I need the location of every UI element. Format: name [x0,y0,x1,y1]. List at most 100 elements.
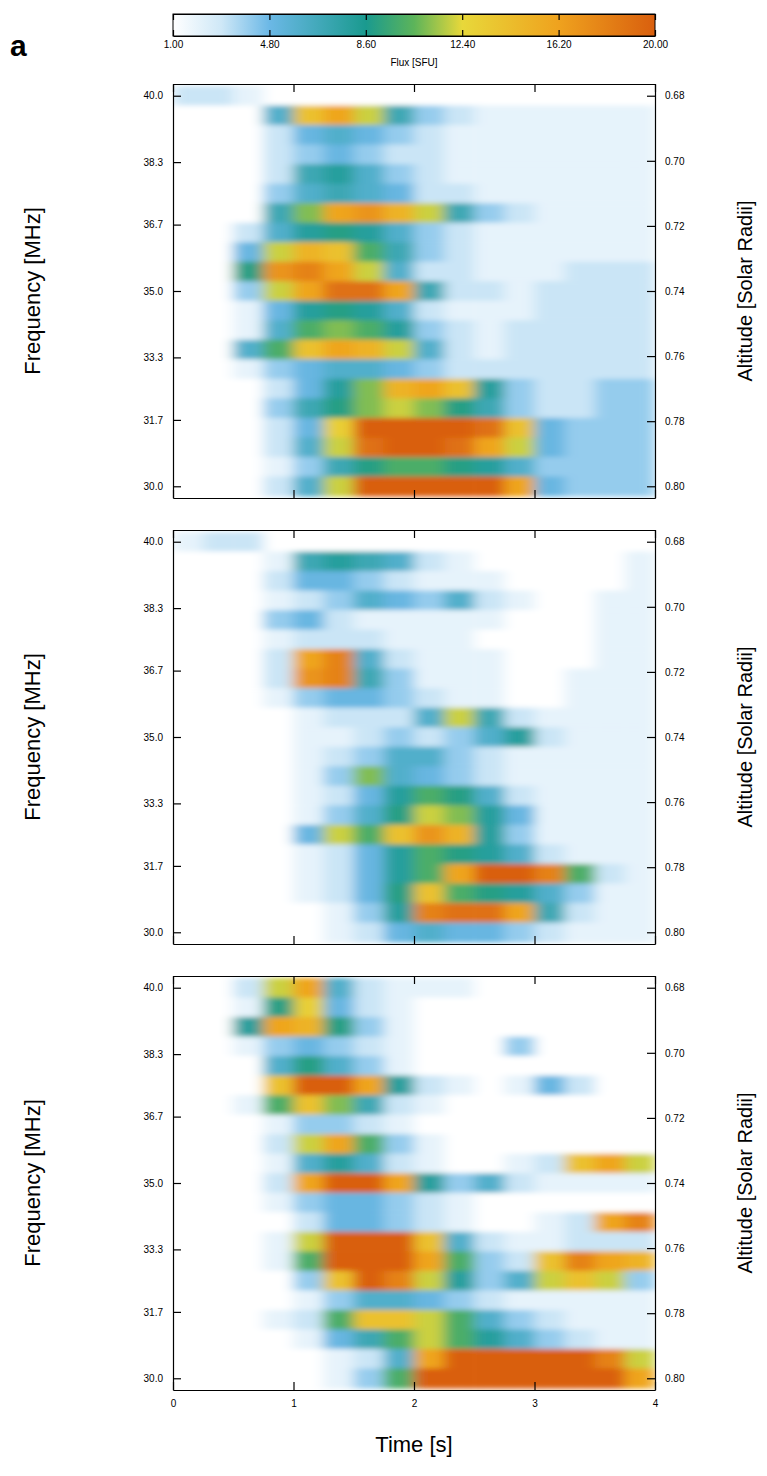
cell [535,262,566,282]
cell [384,1056,415,1076]
cell [263,786,294,806]
cell [324,864,355,884]
cell [324,340,355,360]
cell [595,418,626,438]
cell [324,978,355,998]
cell [203,844,234,864]
cell [414,532,445,552]
cell [444,864,475,884]
y2-tick: 0.78 [647,416,685,427]
cell [595,477,626,497]
cell [324,1173,355,1193]
cell [414,1349,445,1369]
cell [354,105,385,125]
y2-axis-title: Altitude [Solar Radii] [734,200,756,381]
cell [474,649,505,669]
colorbar-tick: 1.00 [164,30,184,50]
colorbar-tick-label: 20.00 [643,39,668,50]
cell [595,864,626,884]
x-tick-mark [655,1382,656,1390]
cells [173,86,655,497]
y2-tick-mark [647,542,655,543]
x-tick-label: 2 [412,1398,418,1409]
cell [294,262,325,282]
cell [444,747,475,767]
cell [354,1329,385,1349]
cell [414,1193,445,1213]
cell [233,1193,264,1213]
cell [263,1154,294,1174]
colorbar-top-tick-mark [655,14,656,20]
cell [474,630,505,650]
cell [324,262,355,282]
cell [384,825,415,845]
x-top-tick-mark [655,976,656,984]
cell [535,145,566,165]
cell [474,340,505,360]
cell [625,786,655,806]
cell [565,571,596,591]
cell [444,1212,475,1232]
cell [354,340,385,360]
cell [504,844,535,864]
cell [233,805,264,825]
cell [354,145,385,165]
cell [474,978,505,998]
cell [535,1134,566,1154]
x-tick-label: 0 [171,1398,177,1409]
cell [233,688,264,708]
cell [535,591,566,611]
cell [535,1329,566,1349]
cell [595,1251,626,1271]
cell [173,708,204,728]
cell [354,125,385,145]
y2-tick: 0.80 [647,481,685,492]
cell [173,242,204,262]
cell [203,418,234,438]
cell [294,727,325,747]
x-tick [294,936,295,944]
cell [595,1134,626,1154]
cell [203,883,234,903]
cell [233,571,264,591]
cell [504,978,535,998]
x-top-tick-mark [534,976,535,984]
cell [504,262,535,282]
y-tick-label: 30.0 [144,481,164,492]
cell [414,86,445,106]
cell [263,903,294,923]
cell [535,1056,566,1076]
cell [474,786,505,806]
cell [444,145,475,165]
cell [263,262,294,282]
cell [263,242,294,262]
cell [625,883,655,903]
cell [595,301,626,321]
cell [474,1310,505,1330]
cell [233,184,264,204]
cell [444,978,475,998]
cell [474,223,505,243]
cell [324,242,355,262]
x-top-tick [294,976,295,984]
cell [354,262,385,282]
cell [474,1329,505,1349]
cell [324,1349,355,1369]
y2-tick-mark [647,226,655,227]
cell [414,1290,445,1310]
cell [233,125,264,145]
cell [565,532,596,552]
y2-axis: 0.680.700.720.740.760.780.80 [647,531,685,945]
y2-tick: 0.72 [647,667,685,678]
cell [595,281,626,301]
cell [233,903,264,923]
cell [354,223,385,243]
y-tick: 30.0 [144,1373,181,1384]
cell [625,477,655,497]
cell [324,1251,355,1271]
cell [474,1115,505,1135]
cell [354,301,385,321]
cell [595,437,626,457]
y2-tick: 0.80 [647,1373,685,1384]
y2-tick-label: 0.68 [665,90,685,101]
